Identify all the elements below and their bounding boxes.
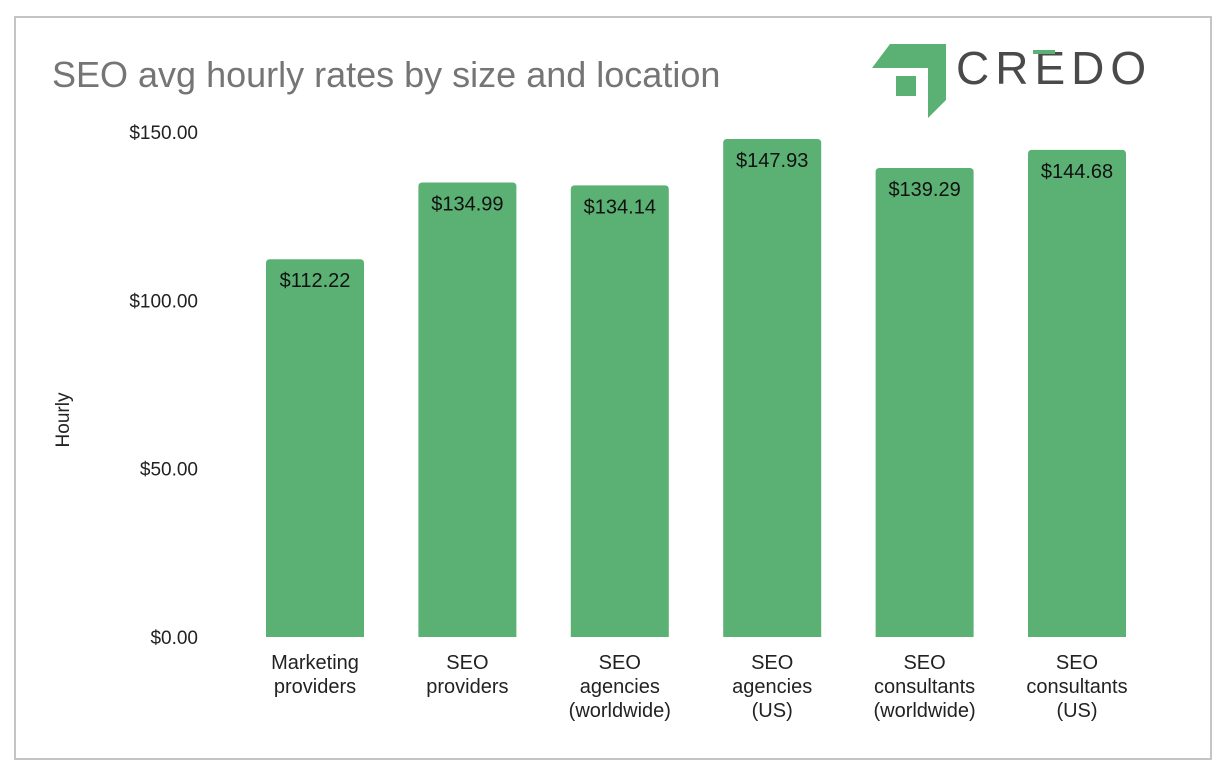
- x-category-label: (US): [1056, 700, 1097, 722]
- data-label: $134.99: [431, 194, 503, 216]
- y-tick-label: $0.00: [150, 628, 198, 649]
- x-category-label: agencies: [580, 676, 660, 698]
- bar: [570, 185, 669, 638]
- bar: [723, 138, 822, 637]
- x-category-label: SEO: [751, 652, 793, 674]
- bar: [418, 182, 517, 637]
- x-category-label: (worldwide): [569, 700, 671, 722]
- data-label: $112.22: [280, 270, 351, 292]
- x-category-label: Marketing: [271, 652, 359, 674]
- bar: [266, 259, 364, 637]
- x-category-label: providers: [274, 676, 356, 698]
- x-category-label: SEO: [446, 652, 488, 674]
- bar: [1028, 149, 1126, 638]
- x-category-label: agencies: [732, 676, 812, 698]
- data-label: $139.29: [888, 179, 960, 201]
- x-category-label: SEO: [599, 652, 641, 674]
- x-category-label: consultants: [874, 676, 975, 698]
- x-category-label: SEO: [1056, 652, 1098, 674]
- x-category-label: (worldwide): [873, 700, 975, 722]
- data-label: $134.14: [584, 196, 656, 218]
- chart-title: SEO avg hourly rates by size and locatio…: [52, 54, 721, 95]
- x-category-label: providers: [426, 676, 508, 698]
- bar: [875, 168, 974, 637]
- x-category-label: (US): [752, 700, 793, 722]
- x-category-label: SEO: [903, 652, 945, 674]
- credo-logo: CREDO: [872, 40, 1172, 125]
- data-label: $147.93: [736, 150, 808, 172]
- y-tick-label: $50.00: [140, 460, 198, 481]
- y-tick-label: $100.00: [129, 291, 198, 312]
- data-label: $144.68: [1041, 161, 1113, 183]
- y-tick-label: $150.00: [129, 123, 198, 144]
- x-category-label: consultants: [1026, 676, 1127, 698]
